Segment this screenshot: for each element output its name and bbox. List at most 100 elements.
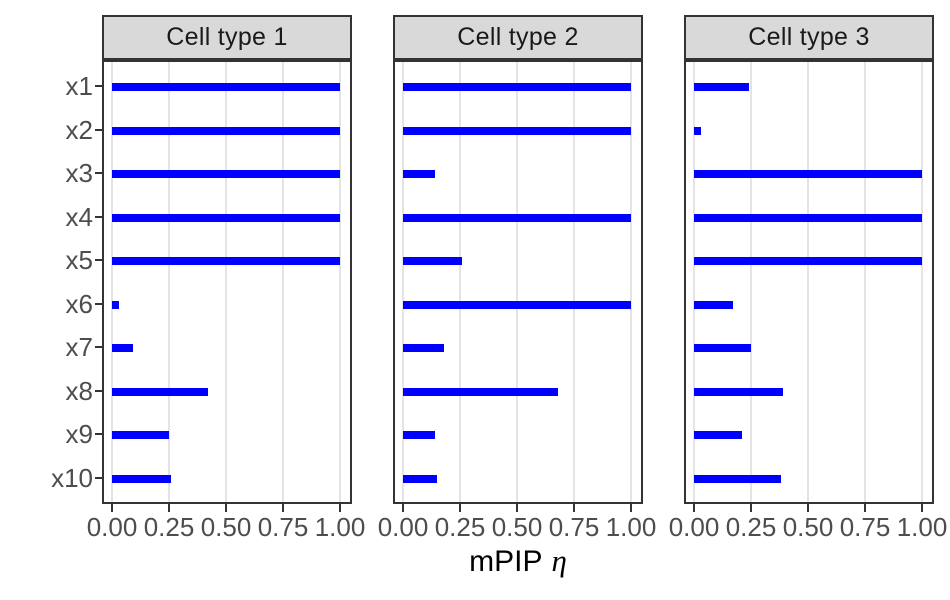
bar	[112, 213, 340, 222]
bar	[112, 126, 340, 135]
bar	[403, 83, 631, 92]
x-axis-tick	[339, 504, 341, 512]
y-axis-tick	[95, 172, 102, 175]
x-tick-label: 1.00	[896, 512, 948, 542]
bar	[112, 257, 340, 266]
facet-strip: Cell type 3	[684, 15, 934, 60]
x-axis-title: mPIP η	[102, 543, 934, 579]
gridline	[864, 62, 866, 502]
x-tick-label: 0.75	[548, 512, 600, 542]
y-tick-label: x10	[51, 462, 93, 493]
bar	[403, 170, 435, 179]
y-axis-tick	[95, 215, 102, 218]
x-tick-label: 0.00	[668, 512, 720, 542]
gridline	[402, 62, 404, 502]
y-tick-label: x1	[65, 71, 93, 102]
x-tick-label: 0.75	[839, 512, 891, 542]
x-axis-tick	[921, 504, 923, 512]
bar	[112, 83, 340, 92]
x-axis-tick	[864, 504, 866, 512]
bar	[403, 387, 559, 396]
bar	[694, 213, 922, 222]
facet-strip: Cell type 2	[393, 15, 643, 60]
facet-label: Cell type 1	[166, 23, 288, 51]
bar	[694, 474, 781, 483]
x-axis-tick	[459, 504, 461, 512]
x-tick-label: 0.00	[86, 512, 138, 542]
bar	[694, 83, 749, 92]
x-axis-tick	[516, 504, 518, 512]
gridline	[111, 62, 113, 502]
gridline	[225, 62, 227, 502]
x-tick-label: 0.25	[725, 512, 777, 542]
bar	[112, 431, 169, 440]
y-axis-tick	[95, 389, 102, 392]
gridline	[168, 62, 170, 502]
y-axis-tick	[95, 85, 102, 88]
y-axis-tick	[95, 346, 102, 349]
bar	[112, 344, 133, 353]
x-tick-label: 0.25	[143, 512, 195, 542]
bar	[694, 344, 751, 353]
bar	[112, 170, 340, 179]
x-tick-label: 1.00	[314, 512, 366, 542]
bar	[403, 344, 445, 353]
gridline	[573, 62, 575, 502]
y-tick-label: x7	[65, 332, 93, 363]
gridline	[630, 62, 632, 502]
facet-label: Cell type 3	[748, 23, 870, 51]
x-axis-tick	[402, 504, 404, 512]
x-axis-tick	[630, 504, 632, 512]
x-axis-tick	[111, 504, 113, 512]
gridline	[516, 62, 518, 502]
y-tick-label: x9	[65, 419, 93, 450]
y-tick-label: x2	[65, 114, 93, 145]
bar	[694, 257, 922, 266]
bar	[403, 300, 631, 309]
bar	[112, 387, 208, 396]
facet-panel	[684, 60, 934, 504]
x-axis-tick	[807, 504, 809, 512]
x-axis-tick	[168, 504, 170, 512]
eta-symbol: η	[551, 543, 567, 578]
gridline	[807, 62, 809, 502]
x-axis-tick	[282, 504, 284, 512]
bar	[694, 126, 701, 135]
x-axis-tick	[693, 504, 695, 512]
gridline	[459, 62, 461, 502]
x-axis-tick	[573, 504, 575, 512]
x-axis-tick	[225, 504, 227, 512]
bar	[403, 431, 435, 440]
bar	[403, 257, 463, 266]
x-tick-label: 1.00	[605, 512, 657, 542]
bar	[403, 213, 631, 222]
bar	[112, 474, 172, 483]
y-axis-tick	[95, 259, 102, 262]
y-axis-tick	[95, 302, 102, 305]
gridline	[921, 62, 923, 502]
x-axis-tick	[750, 504, 752, 512]
x-axis-title-text: mPIP	[469, 545, 543, 578]
bar	[403, 474, 438, 483]
y-axis-tick	[95, 433, 102, 436]
y-tick-label: x4	[65, 201, 93, 232]
y-axis-tick	[95, 128, 102, 131]
bar	[694, 170, 922, 179]
gridline	[282, 62, 284, 502]
y-tick-label: x8	[65, 375, 93, 406]
bar	[694, 300, 733, 309]
x-tick-label: 0.00	[377, 512, 429, 542]
facet-label: Cell type 2	[457, 23, 579, 51]
gridline	[693, 62, 695, 502]
gridline	[750, 62, 752, 502]
y-tick-label: x6	[65, 288, 93, 319]
x-tick-label: 0.25	[434, 512, 486, 542]
facet-panel	[102, 60, 352, 504]
bar	[694, 431, 742, 440]
facet-panel	[393, 60, 643, 504]
bar	[403, 126, 631, 135]
x-tick-label: 0.75	[257, 512, 309, 542]
y-axis-tick	[95, 476, 102, 479]
x-tick-label: 0.50	[491, 512, 543, 542]
